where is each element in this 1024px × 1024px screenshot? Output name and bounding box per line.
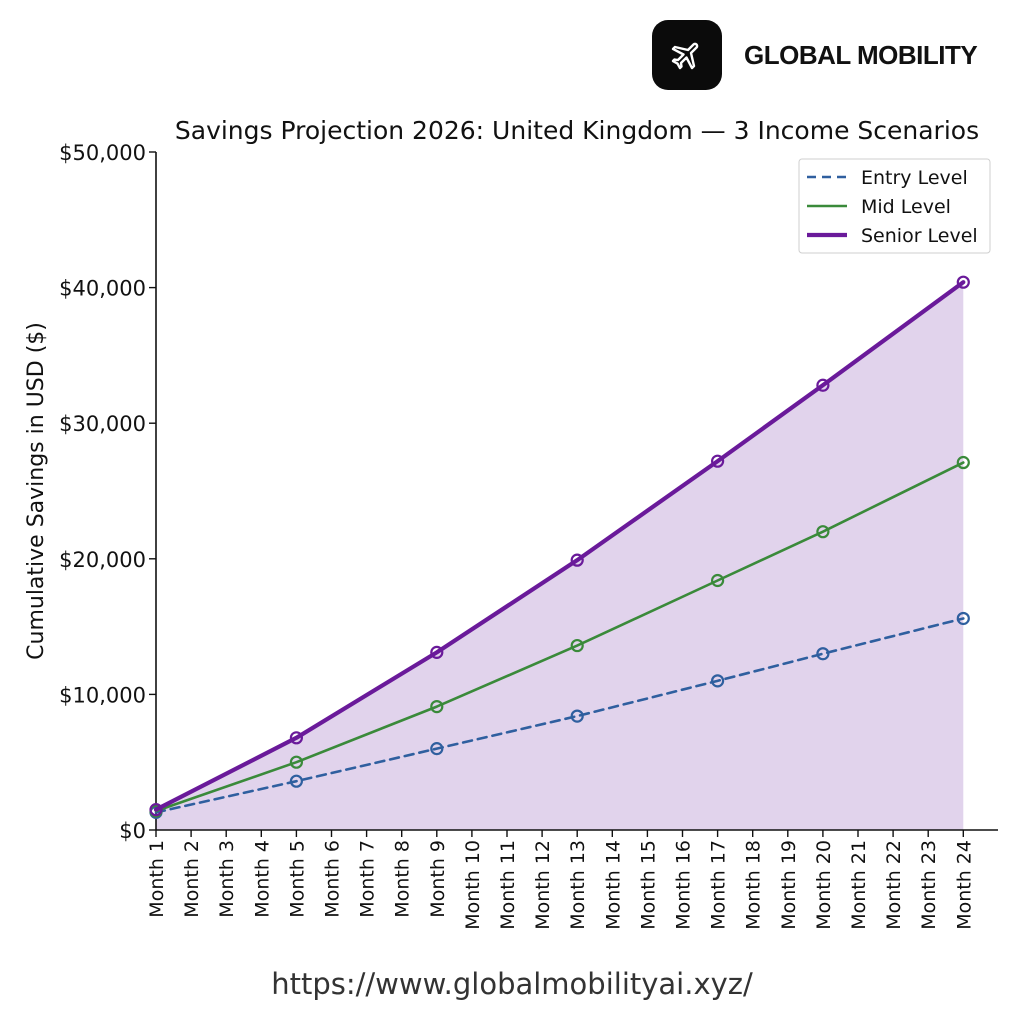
footer-url[interactable]: https://www.globalmobilityai.xyz/ [271,967,753,1001]
x-tick-label: Month 24 [953,840,975,930]
y-axis-label: Cumulative Savings in USD ($) [24,322,49,660]
x-tick-label: Month 19 [778,840,800,930]
brand-header: GLOBAL MOBILITY [652,20,978,90]
x-tick-label: Month 21 [848,840,870,930]
series-line-mid-level [154,461,965,813]
data-point-mid-level [289,755,303,769]
legend-label: Entry Level [861,167,968,189]
y-tick-label: $50,000 [59,141,146,165]
data-point-entry-level [289,774,303,788]
data-point-entry-level [430,742,444,756]
savings-line-chart: $0 $10,000 $20,000 $30,000 $40,000 $50,000 Mon… [24,116,998,930]
data-point-entry-level [816,647,830,661]
x-tick-label: Month 2 [181,840,203,918]
y-tick-label: $40,000 [59,277,146,301]
x-tick-label: Month 3 [216,840,238,918]
data-point-senior-level [816,378,830,392]
data-point-mid-level [816,525,830,539]
x-tick-label: Month 14 [602,840,624,930]
x-tick-label: Month 6 [322,840,344,918]
airplane-icon [671,42,699,70]
data-point-entry-level [570,709,584,723]
x-tick-label: Month 22 [883,840,905,930]
data-point-mid-level [430,700,444,714]
chart-title: Savings Projection 2026: United Kingdom … [175,116,979,145]
y-tick-label: $0 [119,819,146,843]
x-tick-label: Month 9 [427,840,449,918]
x-tick-label: Month 16 [673,840,695,930]
x-tick-label: Month 1 [146,840,168,918]
data-point-senior-level [956,275,970,289]
brand-name: GLOBAL MOBILITY [744,39,978,70]
x-tick-label: Month 18 [743,840,765,930]
data-point-senior-level [430,645,444,659]
x-tick-label: Month 15 [637,840,659,930]
series-line-entry-level [154,617,965,814]
x-tick-label: Month 4 [251,840,273,918]
x-tick-label: Month 5 [286,840,308,918]
x-tick-label: Month 17 [708,840,730,930]
y-tick-label: $30,000 [59,412,146,436]
brand-logo [652,20,722,90]
data-point-senior-level [710,454,725,468]
y-tick-label: $20,000 [59,548,146,572]
x-tick-label: Month 7 [357,840,379,918]
x-tick-label: Month 8 [392,840,414,918]
data-point-mid-level [710,573,725,588]
x-tick-label: Month 11 [497,840,519,930]
data-point-senior-level [149,803,163,817]
data-point-mid-level [956,455,970,470]
legend-label: Senior Level [861,225,978,247]
x-tick-label: Month 10 [462,840,484,930]
data-point-senior-level [289,731,303,745]
data-point-senior-level [570,553,584,567]
x-tick-label: Month 13 [567,840,589,930]
data-point-mid-level [570,638,584,653]
x-tick-label: Month 20 [813,840,835,930]
x-tick-label: Month 23 [918,840,940,930]
legend-box [798,158,991,254]
y-tick-label: $10,000 [59,683,146,707]
series-line-senior-level [153,280,966,812]
x-tick-label: Month 12 [532,840,554,930]
senior-fill-area [156,282,964,830]
data-point-entry-level [956,611,970,626]
data-point-entry-level [710,674,725,688]
legend-label: Mid Level [861,196,951,218]
